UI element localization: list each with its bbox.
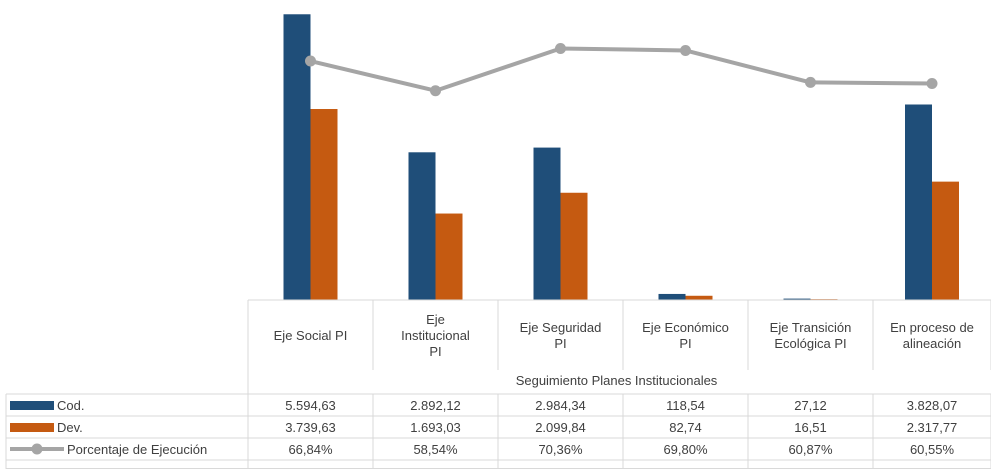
category-label-2: Eje Seguridad PI <box>520 320 602 351</box>
category-label-line: Ecológica PI <box>774 336 846 351</box>
category-label-line: Eje <box>426 312 445 327</box>
category-label-3: Eje Económico PI <box>642 320 729 351</box>
line-point-3 <box>680 44 691 56</box>
table-cell-0-5: 3.828,07 <box>907 398 958 413</box>
legend-key-marker-2 <box>31 443 43 455</box>
category-label-line: alineación <box>903 336 962 351</box>
table-cell-1-1: 1.693,03 <box>410 420 461 435</box>
bar-dev-2 <box>560 192 588 300</box>
table-cell-1-2: 2.099,84 <box>535 420 586 435</box>
table-cell-2-0: 66,84% <box>288 442 333 457</box>
category-label-line: PI <box>429 344 441 359</box>
table-cell-2-1: 58,54% <box>413 442 458 457</box>
bar-cod-2 <box>533 147 561 300</box>
table-cell-1-0: 3.739,63 <box>285 420 336 435</box>
legend-label-1: Dev. <box>57 420 83 435</box>
table-cell-0-1: 2.892,12 <box>410 398 461 413</box>
line-point-1 <box>430 85 441 97</box>
bars-layer <box>283 14 959 301</box>
category-label-5: En proceso de alineación <box>890 320 974 351</box>
table-cell-2-3: 69,80% <box>663 442 708 457</box>
table-cell-1-5: 2.317,77 <box>907 420 958 435</box>
bar-dev-0 <box>310 109 338 301</box>
category-label-0: Eje Social PI <box>274 328 348 343</box>
legend-key-1 <box>10 423 54 432</box>
table-cell-1-3: 82,74 <box>669 420 702 435</box>
table-cell-2-2: 70,36% <box>538 442 583 457</box>
line-layer <box>305 42 938 97</box>
line-point-5 <box>926 78 938 90</box>
table-cell-2-4: 60,87% <box>788 442 833 457</box>
category-label-line: Eje Económico <box>642 320 729 335</box>
bar-dev-5 <box>932 181 959 300</box>
bar-cod-0 <box>283 14 311 300</box>
bar-dev-1 <box>435 213 463 300</box>
category-label-line: Eje Social PI <box>274 328 348 343</box>
category-label-line: En proceso de <box>890 320 974 335</box>
category-label-1: Eje Institucional PI <box>401 312 470 359</box>
line-point-4 <box>805 76 816 88</box>
bar-cod-4 <box>783 298 811 300</box>
line-point-0 <box>305 55 316 67</box>
table-cell-0-4: 27,12 <box>794 398 827 413</box>
table-cell-2-5: 60,55% <box>910 442 955 457</box>
legend-label-2: Porcentaje de Ejecución <box>67 442 207 457</box>
table-cell-1-4: 16,51 <box>794 420 827 435</box>
table-cell-0-2: 2.984,34 <box>535 398 586 413</box>
axis-title: Seguimiento Planes Institucionales <box>516 373 718 388</box>
bar-cod-1 <box>408 152 436 300</box>
category-label-line: PI <box>679 336 691 351</box>
category-label-line: Eje Transición <box>770 320 852 335</box>
category-label-line: Eje Seguridad <box>520 320 602 335</box>
table-cell-0-0: 5.594,63 <box>285 398 336 413</box>
legend-label-0: Cod. <box>57 398 84 413</box>
bar-cod-5 <box>905 104 932 300</box>
category-label-line: PI <box>554 336 566 351</box>
legend-key-0 <box>10 401 54 410</box>
line-porcentaje <box>310 46 933 93</box>
table-cell-0-3: 118,54 <box>666 398 705 413</box>
category-label-4: Eje Transición Ecológica PI <box>770 320 852 351</box>
bar-dev-3 <box>685 295 713 300</box>
bar-cod-3 <box>658 293 686 300</box>
line-point-2 <box>555 42 566 54</box>
category-label-line: Institucional <box>401 328 470 343</box>
